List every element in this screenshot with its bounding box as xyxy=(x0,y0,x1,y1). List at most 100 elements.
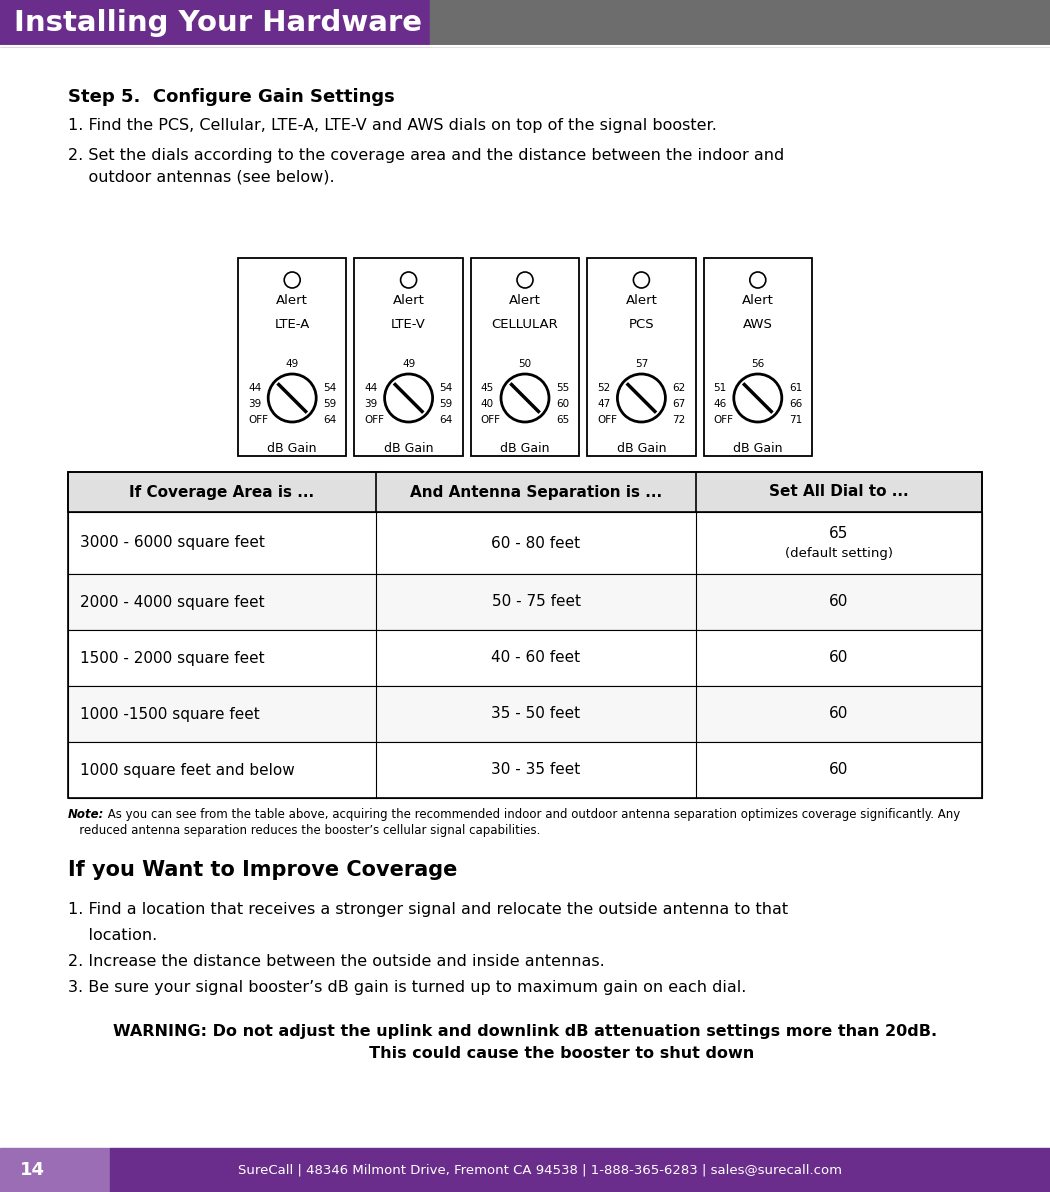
Bar xyxy=(430,0,1050,46)
Bar xyxy=(704,257,812,457)
Text: 49: 49 xyxy=(286,359,299,370)
Text: 40 - 60 feet: 40 - 60 feet xyxy=(491,651,581,665)
Text: 1. Find a location that receives a stronger signal and relocate the outside ante: 1. Find a location that receives a stron… xyxy=(68,902,789,917)
Text: OFF: OFF xyxy=(714,415,734,426)
Text: 59: 59 xyxy=(323,399,336,409)
Text: 54: 54 xyxy=(440,383,453,393)
Text: 71: 71 xyxy=(789,415,802,426)
Text: LTE-A: LTE-A xyxy=(274,318,310,331)
Text: 51: 51 xyxy=(714,383,727,393)
Bar xyxy=(0,0,430,46)
Text: dB Gain: dB Gain xyxy=(268,442,317,455)
Text: PCS: PCS xyxy=(629,318,654,331)
Text: Set All Dial to ...: Set All Dial to ... xyxy=(770,484,909,499)
Bar xyxy=(470,257,580,457)
Text: AWS: AWS xyxy=(742,318,773,331)
Text: 56: 56 xyxy=(751,359,764,370)
Text: 65: 65 xyxy=(555,415,569,426)
Text: 59: 59 xyxy=(440,399,453,409)
Bar xyxy=(355,257,463,457)
Text: Note:: Note: xyxy=(68,808,104,821)
Text: Alert: Alert xyxy=(742,294,774,308)
Text: LTE-V: LTE-V xyxy=(392,318,426,331)
Text: 1. Find the PCS, Cellular, LTE-A, LTE-V and AWS dials on top of the signal boost: 1. Find the PCS, Cellular, LTE-A, LTE-V … xyxy=(68,118,717,134)
Text: 60 - 80 feet: 60 - 80 feet xyxy=(491,535,581,551)
Text: Alert: Alert xyxy=(626,294,657,308)
Text: 60: 60 xyxy=(830,595,848,609)
Bar xyxy=(68,472,982,797)
Text: 50: 50 xyxy=(519,359,531,370)
Text: 64: 64 xyxy=(323,415,336,426)
Text: dB Gain: dB Gain xyxy=(733,442,782,455)
Bar xyxy=(68,575,982,631)
Text: 1000 square feet and below: 1000 square feet and below xyxy=(80,763,295,777)
Text: 2000 - 4000 square feet: 2000 - 4000 square feet xyxy=(80,595,265,609)
Text: 14: 14 xyxy=(20,1161,45,1179)
Text: OFF: OFF xyxy=(248,415,268,426)
Text: 44: 44 xyxy=(364,383,378,393)
Text: OFF: OFF xyxy=(597,415,617,426)
Text: 65: 65 xyxy=(830,527,848,541)
Text: 46: 46 xyxy=(714,399,727,409)
Bar xyxy=(68,513,982,575)
Text: 30 - 35 feet: 30 - 35 feet xyxy=(491,763,581,777)
Text: This could cause the booster to shut down: This could cause the booster to shut dow… xyxy=(296,1047,754,1061)
Text: Alert: Alert xyxy=(509,294,541,308)
Text: 55: 55 xyxy=(555,383,569,393)
Bar xyxy=(68,472,982,513)
Text: 60: 60 xyxy=(830,707,848,721)
Text: 64: 64 xyxy=(440,415,453,426)
Bar xyxy=(68,631,982,687)
Text: 45: 45 xyxy=(481,383,495,393)
Text: 39: 39 xyxy=(248,399,261,409)
Bar xyxy=(0,1148,110,1192)
Text: 60: 60 xyxy=(556,399,569,409)
Text: 60: 60 xyxy=(830,763,848,777)
Text: Alert: Alert xyxy=(393,294,424,308)
Text: 57: 57 xyxy=(635,359,648,370)
Text: 60: 60 xyxy=(830,651,848,665)
Text: OFF: OFF xyxy=(481,415,501,426)
Text: 72: 72 xyxy=(672,415,686,426)
Text: dB Gain: dB Gain xyxy=(384,442,434,455)
Text: WARNING: Do not adjust the uplink and downlink dB attenuation settings more than: WARNING: Do not adjust the uplink and do… xyxy=(113,1024,937,1039)
Bar xyxy=(238,257,346,457)
Text: If Coverage Area is ...: If Coverage Area is ... xyxy=(129,484,315,499)
Text: And Antenna Separation is ...: And Antenna Separation is ... xyxy=(410,484,663,499)
Text: OFF: OFF xyxy=(364,415,384,426)
Text: dB Gain: dB Gain xyxy=(500,442,550,455)
Text: 67: 67 xyxy=(672,399,686,409)
Text: 50 - 75 feet: 50 - 75 feet xyxy=(491,595,581,609)
Text: 54: 54 xyxy=(323,383,336,393)
Text: 61: 61 xyxy=(789,383,802,393)
Text: Alert: Alert xyxy=(276,294,308,308)
Bar xyxy=(587,257,695,457)
Text: 35 - 50 feet: 35 - 50 feet xyxy=(491,707,581,721)
Text: outdoor antennas (see below).: outdoor antennas (see below). xyxy=(68,170,335,185)
Text: 47: 47 xyxy=(597,399,610,409)
Text: CELLULAR: CELLULAR xyxy=(491,318,559,331)
Text: Installing Your Hardware: Installing Your Hardware xyxy=(14,10,422,37)
Text: 66: 66 xyxy=(789,399,802,409)
Text: If you Want to Improve Coverage: If you Want to Improve Coverage xyxy=(68,859,458,880)
Text: location.: location. xyxy=(68,929,158,943)
Text: 2. Increase the distance between the outside and inside antennas.: 2. Increase the distance between the out… xyxy=(68,954,605,969)
Text: reduced antenna separation reduces the booster’s cellular signal capabilities.: reduced antenna separation reduces the b… xyxy=(68,824,541,837)
Text: (default setting): (default setting) xyxy=(785,546,892,559)
Text: 49: 49 xyxy=(402,359,415,370)
Text: 52: 52 xyxy=(597,383,610,393)
Text: 40: 40 xyxy=(481,399,494,409)
Text: 1000 -1500 square feet: 1000 -1500 square feet xyxy=(80,707,259,721)
Text: 2. Set the dials according to the coverage area and the distance between the ind: 2. Set the dials according to the covera… xyxy=(68,148,784,163)
Text: 44: 44 xyxy=(248,383,261,393)
Text: Step 5.  Configure Gain Settings: Step 5. Configure Gain Settings xyxy=(68,88,395,106)
Bar xyxy=(110,1148,1050,1192)
Text: 3000 - 6000 square feet: 3000 - 6000 square feet xyxy=(80,535,265,551)
Text: 3. Be sure your signal booster’s dB gain is turned up to maximum gain on each di: 3. Be sure your signal booster’s dB gain… xyxy=(68,980,747,995)
Bar xyxy=(68,687,982,741)
Text: 39: 39 xyxy=(364,399,378,409)
Text: SureCall | 48346 Milmont Drive, Fremont CA 94538 | 1-888-365-6283 | sales@sureca: SureCall | 48346 Milmont Drive, Fremont … xyxy=(238,1163,842,1177)
Text: 1500 - 2000 square feet: 1500 - 2000 square feet xyxy=(80,651,265,665)
Bar xyxy=(68,741,982,797)
Text: dB Gain: dB Gain xyxy=(616,442,666,455)
